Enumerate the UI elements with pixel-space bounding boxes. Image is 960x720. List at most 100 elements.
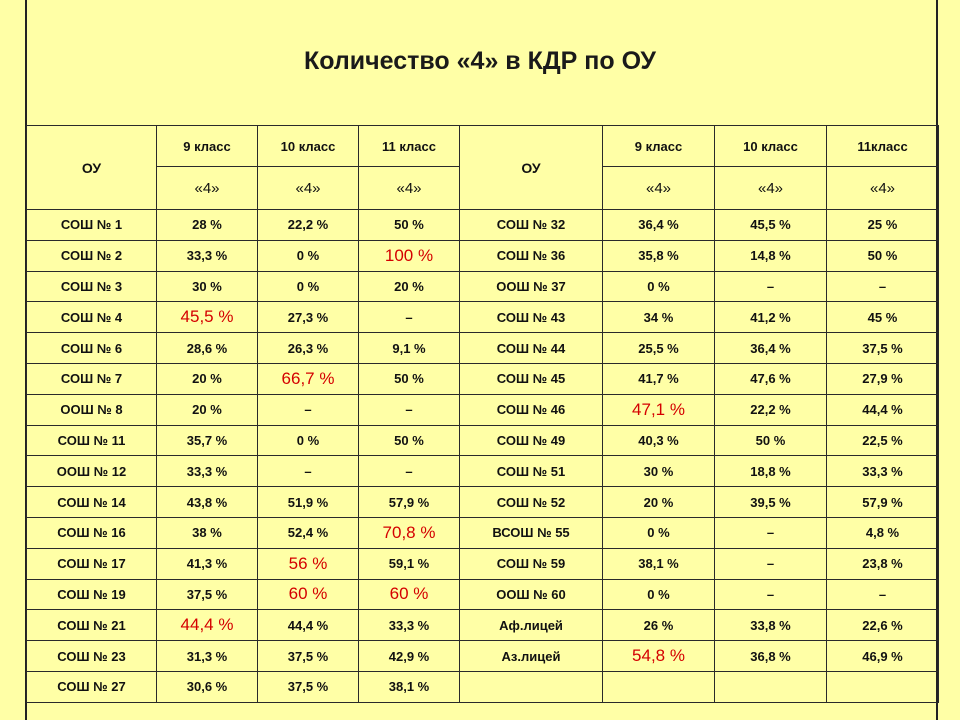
table-row: СОШ № 7 20 % 66,7 % 50 % СОШ № 45 41,7 % 47,6 … (26, 362, 939, 395)
school-name-right (459, 670, 603, 703)
percent-cell-right-1: 40,3 % (602, 424, 715, 457)
percent-cell-right-2: 47,6 % (714, 362, 827, 395)
school-name-right: СОШ № 52 (459, 486, 603, 518)
table-row: ООШ № 8 20 % – – СОШ № 46 47,1 % 22,2 % 44,4 % (26, 393, 939, 426)
school-name-left: СОШ № 27 (26, 670, 157, 703)
school-name-left: СОШ № 3 (26, 270, 157, 303)
percent-cell-right-3: – (826, 270, 939, 303)
school-name-left: СОШ № 11 (26, 424, 157, 457)
school-name-right: СОШ № 32 (459, 209, 603, 241)
percent-cell-right-2: 39,5 % (714, 486, 827, 518)
school-name-right: СОШ № 36 (459, 239, 603, 272)
table-row: СОШ № 17 41,3 % 56 % 59,1 % СОШ № 59 38,1 % –2… (26, 547, 939, 580)
header-right-class-9: 9 класс (602, 125, 715, 167)
percent-cell-left-1: 44,4 % (156, 609, 258, 642)
percent-cell-right-3: 50 % (826, 239, 939, 272)
percent-cell-left-3: 70,8 % (358, 516, 460, 549)
percent-cell-left-2: 66,7 % (257, 362, 359, 395)
table-row: СОШ № 27 30,6 % 37,5 % 38,1 % (26, 670, 939, 703)
school-name-right: ООШ № 37 (459, 270, 603, 303)
percent-cell-left-2: 37,5 % (257, 640, 359, 672)
percent-cell-left-1: 20 % (156, 393, 258, 426)
percent-cell-right-3: 44,4 % (826, 393, 939, 426)
percent-cell-left-2: 0 % (257, 424, 359, 457)
school-name-left: СОШ № 23 (26, 640, 157, 672)
header-left-class-11: 11 класс (358, 125, 460, 167)
percent-cell-right-2: 14,8 % (714, 239, 827, 272)
header-right-class-10: 10 класс (714, 125, 827, 167)
table-row: СОШ № 23 31,3 % 37,5 % 42,9 % Аз.лицей 54,8 %… (26, 640, 939, 672)
percent-cell-left-1: 35,7 % (156, 424, 258, 457)
percent-cell-left-1: 28,6 % (156, 332, 258, 364)
percent-cell-left-1: 33,3 % (156, 455, 258, 488)
header-grade-4: «4» (257, 166, 359, 210)
percent-cell-left-1: 37,5 % (156, 578, 258, 611)
percent-cell-right-3: 22,6 % (826, 609, 939, 642)
percent-cell-left-3: – (358, 301, 460, 334)
percent-cell-right-1: 0 % (602, 516, 715, 549)
percent-cell-right-1: 26 % (602, 609, 715, 642)
percent-cell-left-3: 100 % (358, 239, 460, 272)
table-row: СОШ № 21 44,4 % 44,4 % 33,3 % Аф.лицей 26 % 33… (26, 609, 939, 642)
percent-cell-left-2: 44,4 % (257, 609, 359, 642)
school-name-right: СОШ № 51 (459, 455, 603, 488)
percent-cell-left-2: 0 % (257, 270, 359, 303)
percent-cell-left-1: 20 % (156, 362, 258, 395)
percent-cell-right-3 (826, 670, 939, 703)
percent-cell-left-3: 20 % (358, 270, 460, 303)
percent-cell-left-3: 42,9 % (358, 640, 460, 672)
table-row: СОШ № 16 38 % 52,4 % 70,8 % ВСОШ № 55 0 % –4,8… (26, 516, 939, 549)
percent-cell-left-3: 59,1 % (358, 547, 460, 580)
school-name-left: СОШ № 17 (26, 547, 157, 580)
percent-cell-right-3: 4,8 % (826, 516, 939, 549)
percent-cell-right-3: 37,5 % (826, 332, 939, 364)
percent-cell-right-1 (602, 670, 715, 703)
percent-cell-left-2: 26,3 % (257, 332, 359, 364)
percent-cell-right-2: – (714, 547, 827, 580)
percent-cell-right-1: 47,1 % (602, 393, 715, 426)
percent-cell-left-2: 56 % (257, 547, 359, 580)
header-grade-4: «4» (602, 166, 715, 210)
percent-cell-right-2: 33,8 % (714, 609, 827, 642)
percent-cell-left-3: 50 % (358, 362, 460, 395)
percent-cell-left-1: 45,5 % (156, 301, 258, 334)
percent-cell-right-1: 36,4 % (602, 209, 715, 241)
header-left-class-9: 9 класс (156, 125, 258, 167)
header-grade-4: «4» (826, 166, 939, 210)
percent-cell-left-2: 51,9 % (257, 486, 359, 518)
table-row: СОШ № 14 43,8 % 51,9 % 57,9 % СОШ № 52 20 % 39… (26, 486, 939, 518)
header-left-class-10: 10 класс (257, 125, 359, 167)
school-name-left: СОШ № 14 (26, 486, 157, 518)
percent-cell-right-2: 36,8 % (714, 640, 827, 672)
percent-cell-right-1: 35,8 % (602, 239, 715, 272)
percent-cell-right-2: 36,4 % (714, 332, 827, 364)
percent-cell-right-2 (714, 670, 827, 703)
percent-cell-left-2: 60 % (257, 578, 359, 611)
school-name-right: ВСОШ № 55 (459, 516, 603, 549)
percent-cell-right-1: 38,1 % (602, 547, 715, 580)
percent-cell-left-1: 30 % (156, 270, 258, 303)
header-grade-4: «4» (714, 166, 827, 210)
percent-cell-left-2: 52,4 % (257, 516, 359, 549)
header-ou-left: ОУ (26, 125, 157, 210)
school-name-right: ООШ № 60 (459, 578, 603, 611)
percent-cell-left-2: – (257, 393, 359, 426)
percent-cell-right-2: 45,5 % (714, 209, 827, 241)
header-row-classes: ОУ 9 класс 10 класс 11 класс ОУ 9 класс … (26, 125, 939, 210)
percent-cell-left-1: 28 % (156, 209, 258, 241)
percent-cell-left-1: 41,3 % (156, 547, 258, 580)
percent-cell-left-2: 22,2 % (257, 209, 359, 241)
percent-cell-left-3: 57,9 % (358, 486, 460, 518)
school-name-right: СОШ № 46 (459, 393, 603, 426)
percent-cell-right-1: 20 % (602, 486, 715, 518)
table-row: СОШ № 11 35,7 % 0 % 50 % СОШ № 49 40,3 % 50 % 2… (26, 424, 939, 457)
percent-cell-right-2: – (714, 270, 827, 303)
school-name-right: Аз.лицей (459, 640, 603, 672)
percent-cell-right-3: 46,9 % (826, 640, 939, 672)
percent-cell-right-3: 45 % (826, 301, 939, 334)
header-grade-4: «4» (358, 166, 460, 210)
school-name-right: СОШ № 49 (459, 424, 603, 457)
table-row: СОШ № 19 37,5 % 60 % 60 % ООШ № 60 0 % – – (26, 578, 939, 611)
percent-cell-right-3: 57,9 % (826, 486, 939, 518)
percent-cell-right-2: 50 % (714, 424, 827, 457)
